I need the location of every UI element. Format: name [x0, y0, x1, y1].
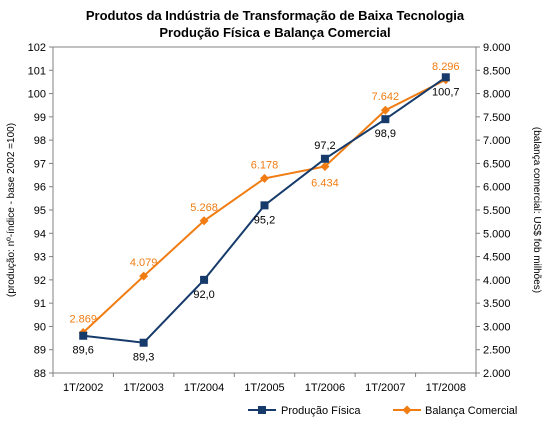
- right-tick-label: 4.000: [483, 275, 511, 287]
- data-label-producao: 89,6: [73, 345, 94, 357]
- data-label-producao: 100,7: [432, 86, 460, 98]
- data-label-balanca: 4.079: [130, 257, 158, 269]
- data-label-producao: 98,9: [375, 128, 396, 140]
- right-tick-label: 9.000: [483, 42, 511, 54]
- left-tick-label: 93: [34, 252, 46, 264]
- left-tick-label: 102: [28, 42, 46, 54]
- left-tick-label: 97: [34, 158, 46, 170]
- right-tick-label: 7.500: [483, 112, 511, 124]
- right-tick-label: 4.500: [483, 252, 511, 264]
- point-producao: [441, 73, 450, 82]
- point-balanca: [199, 216, 209, 226]
- left-tick-label: 96: [34, 182, 46, 194]
- right-axis-title: (balança comercial: US$ fob milhões): [531, 127, 542, 293]
- point-producao: [200, 275, 209, 284]
- left-tick-label: 100: [28, 89, 46, 101]
- left-tick-label: 90: [34, 321, 46, 333]
- right-tick-label: 3.500: [483, 298, 511, 310]
- chart-title: Produtos da Indústria de Transformação d…: [85, 8, 465, 23]
- point-producao: [320, 154, 329, 163]
- left-tick-label: 101: [28, 65, 46, 77]
- data-label-producao: 89,3: [133, 352, 154, 364]
- point-balanca: [139, 271, 149, 281]
- point-balanca: [380, 105, 390, 115]
- series-line-producao: [83, 76, 447, 344]
- point-producao: [139, 338, 148, 347]
- left-tick-label: 95: [34, 205, 46, 217]
- legend-label-balanca: Balança Comercial: [425, 405, 517, 417]
- data-label-balanca: 7.642: [372, 91, 400, 103]
- x-tick-label: 1T/2006: [305, 382, 345, 394]
- right-tick-label: 5.000: [483, 228, 511, 240]
- left-tick-label: 91: [34, 298, 46, 310]
- right-tick-label: 8.000: [483, 89, 511, 101]
- legend-marker-balanca: [402, 405, 412, 415]
- right-tick-label: 5.500: [483, 205, 511, 217]
- legend-label-producao: Produção Física: [281, 405, 361, 417]
- x-tick-label: 1T/2007: [365, 382, 405, 394]
- x-tick-label: 1T/2002: [63, 382, 103, 394]
- left-tick-label: 99: [34, 112, 46, 124]
- left-axis-title: (produção: nº-índice - base 2002 =100): [6, 123, 17, 297]
- point-balanca: [260, 173, 269, 183]
- left-tick-label: 92: [34, 275, 46, 287]
- x-tick-label: 1T/2004: [184, 382, 224, 394]
- right-tick-label: 8.500: [483, 65, 511, 77]
- point-balanca: [320, 162, 330, 172]
- legend-marker-producao: [258, 406, 266, 414]
- left-tick-label: 89: [34, 345, 46, 357]
- data-label-balanca: 6.178: [251, 159, 279, 171]
- data-label-producao: 92,0: [193, 289, 214, 301]
- data-label-balanca: 6.434: [311, 178, 339, 190]
- data-label-balanca: 8.296: [432, 61, 460, 73]
- left-tick-label: 88: [34, 368, 46, 380]
- data-label-balanca: 2.869: [69, 314, 97, 326]
- right-tick-label: 6.000: [483, 182, 511, 194]
- right-tick-label: 3.000: [483, 321, 511, 333]
- x-tick-label: 1T/2005: [244, 382, 284, 394]
- right-tick-label: 6.500: [483, 158, 511, 170]
- point-producao: [79, 331, 88, 340]
- x-tick-label: 1T/2008: [426, 382, 466, 394]
- left-tick-label: 98: [34, 135, 46, 147]
- right-tick-label: 2.500: [483, 345, 511, 357]
- left-tick-label: 94: [34, 228, 46, 240]
- chart-subtitle: Produção Física e Balança Comercial: [159, 25, 391, 40]
- point-producao: [260, 201, 269, 210]
- data-label-balanca: 5.268: [190, 202, 218, 214]
- right-tick-label: 2.000: [483, 368, 511, 380]
- point-producao: [381, 115, 390, 124]
- right-tick-label: 7.000: [483, 135, 511, 147]
- x-tick-label: 1T/2003: [123, 382, 163, 394]
- data-label-producao: 95,2: [254, 214, 275, 226]
- data-label-producao: 97,2: [314, 140, 335, 152]
